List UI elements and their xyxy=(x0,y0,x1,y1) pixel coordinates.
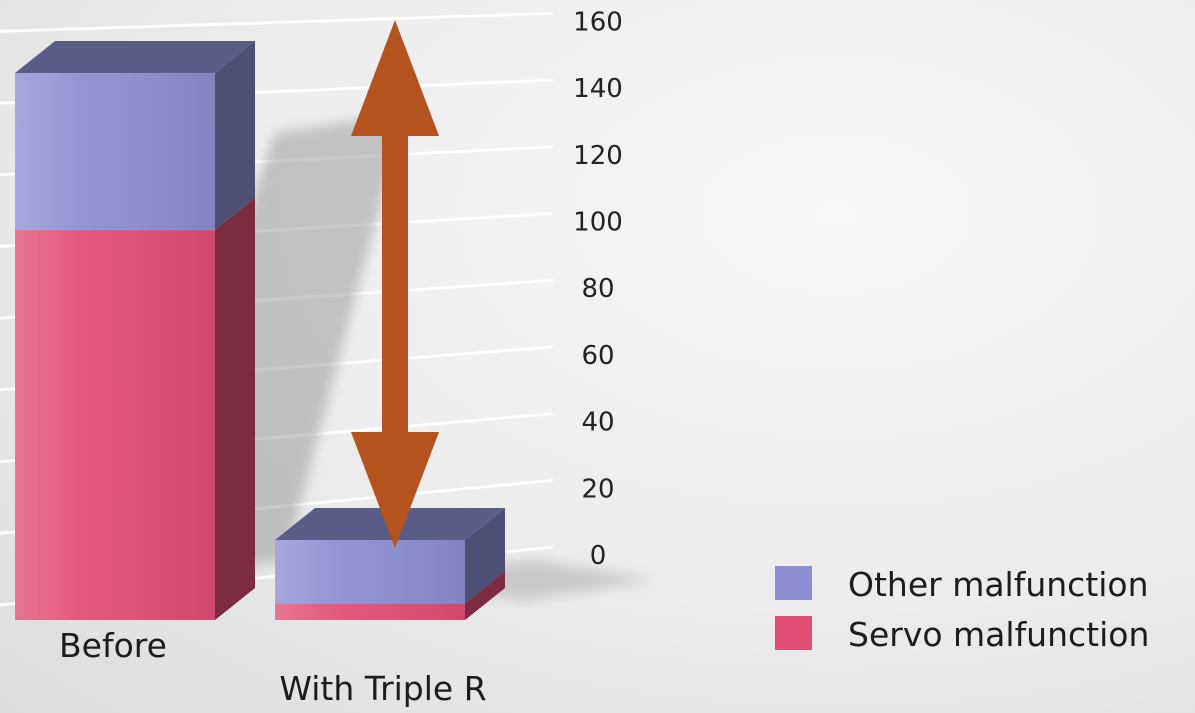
category-label: Before xyxy=(59,626,167,665)
y-tick-label: 60 xyxy=(581,341,614,371)
y-tick-label: 0 xyxy=(590,541,607,571)
bar-shadow xyxy=(379,560,655,600)
bar-segment-side xyxy=(465,507,505,604)
gridline xyxy=(0,11,554,33)
bar-stack xyxy=(275,507,505,620)
legend-swatch xyxy=(775,616,812,650)
legend: Other malfunction Servo malfunction xyxy=(775,565,1149,654)
bar-stack xyxy=(15,41,255,620)
arrow-shaft xyxy=(382,132,408,436)
arrow-head-down xyxy=(351,432,439,548)
bar-segment-shine xyxy=(15,73,215,230)
legend-label: Servo malfunction xyxy=(848,615,1149,654)
legend-label: Other malfunction xyxy=(848,565,1149,604)
bar-segment-side xyxy=(215,41,255,230)
annotation-arrow xyxy=(351,20,439,548)
legend-item: Other malfunction xyxy=(775,565,1149,604)
bar-segment-side xyxy=(215,197,255,620)
y-tick-label: 80 xyxy=(581,274,614,304)
y-axis-ticks: 0 20 40 60 80 100 120 140 160 xyxy=(573,7,623,571)
y-tick-label: 120 xyxy=(573,141,623,171)
legend-swatch xyxy=(775,566,812,600)
y-tick-label: 100 xyxy=(573,208,623,238)
category-labels: Before With Triple R xyxy=(59,626,487,708)
y-tick-label: 40 xyxy=(581,408,614,438)
y-tick-label: 20 xyxy=(581,474,614,504)
bar-segment-shine xyxy=(275,603,465,620)
bar-segment-shine xyxy=(15,229,215,620)
bar-segment-side xyxy=(465,571,505,620)
category-label: With Triple R xyxy=(279,669,486,708)
arrow-head-up xyxy=(351,20,439,136)
legend-item: Servo malfunction xyxy=(775,615,1149,654)
bars xyxy=(15,41,505,620)
bar-top-face xyxy=(15,41,255,74)
bar-segment-shine xyxy=(275,539,465,604)
y-tick-label: 140 xyxy=(573,74,623,104)
y-tick-label: 160 xyxy=(573,7,623,37)
